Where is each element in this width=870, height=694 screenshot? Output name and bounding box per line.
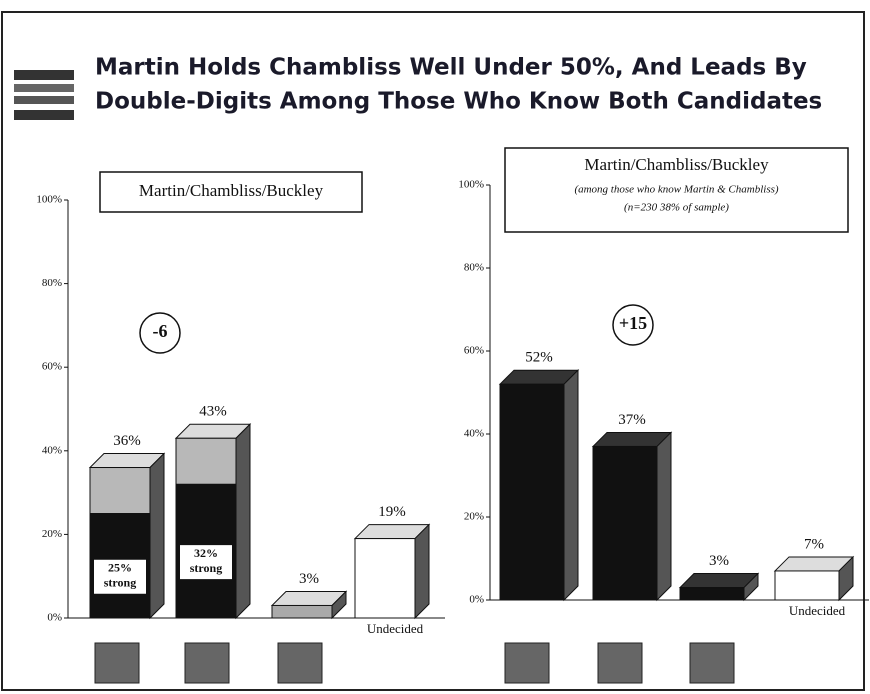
y-tick-label: 80% — [42, 277, 62, 289]
chart-title: Martin/Chambliss/Buckley — [139, 181, 324, 200]
candidate-photo — [505, 643, 549, 683]
inner-label: 25% — [108, 561, 132, 575]
candidate-photo — [185, 643, 229, 683]
x-tick-label: Undecided — [789, 603, 846, 618]
y-tick-label: 20% — [464, 511, 484, 523]
bar — [680, 588, 744, 600]
y-tick-label: 100% — [458, 179, 484, 191]
logo — [14, 70, 74, 120]
title-line: Martin Holds Chambliss Well Under 50%, A… — [95, 55, 807, 81]
slide: Martin Holds Chambliss Well Under 50%, A… — [0, 0, 870, 694]
chart-note: (n=230 38% of sample) — [624, 202, 729, 214]
value-label: 52% — [525, 350, 553, 366]
chart-title: Martin/Chambliss/Buckley — [584, 155, 769, 174]
y-tick-label: 0% — [469, 594, 484, 606]
value-label: 3% — [709, 553, 729, 569]
bar — [500, 384, 564, 600]
bar — [355, 539, 415, 618]
y-tick-label: 60% — [42, 361, 62, 373]
inner-sublabel: strong — [190, 561, 222, 575]
candidate-photo — [95, 643, 139, 683]
x-tick-label: Undecided — [367, 621, 424, 636]
value-label: 37% — [618, 412, 646, 428]
value-label: 43% — [199, 404, 227, 420]
bar-side — [657, 432, 671, 600]
y-tick-label: 80% — [464, 262, 484, 274]
candidate-photo — [598, 643, 642, 683]
candidate-photo — [278, 643, 322, 683]
bar — [272, 605, 332, 618]
annotation: -6 — [153, 321, 168, 341]
bar — [775, 571, 839, 600]
value-label: 19% — [378, 504, 406, 520]
chart-subtitle: (among those who know Martin & Chambliss… — [574, 184, 778, 196]
value-label: 3% — [299, 571, 319, 587]
bar-side — [150, 454, 164, 618]
y-tick-label: 40% — [42, 444, 62, 456]
value-label: 36% — [113, 433, 141, 449]
bar-side — [415, 525, 429, 618]
candidate-photo — [690, 643, 734, 683]
bar-side — [564, 370, 578, 600]
bar — [593, 446, 657, 600]
inner-sublabel: strong — [104, 576, 136, 590]
annotation: +15 — [619, 313, 647, 333]
value-label: 7% — [804, 536, 824, 552]
y-tick-label: 60% — [464, 345, 484, 357]
y-tick-label: 20% — [42, 528, 62, 540]
bar-side — [236, 424, 250, 618]
title-line: Double-Digits Among Those Who Know Both … — [95, 89, 822, 115]
inner-label: 32% — [194, 546, 218, 560]
y-tick-label: 100% — [36, 194, 62, 206]
y-tick-label: 0% — [47, 612, 62, 624]
y-tick-label: 40% — [464, 428, 484, 440]
